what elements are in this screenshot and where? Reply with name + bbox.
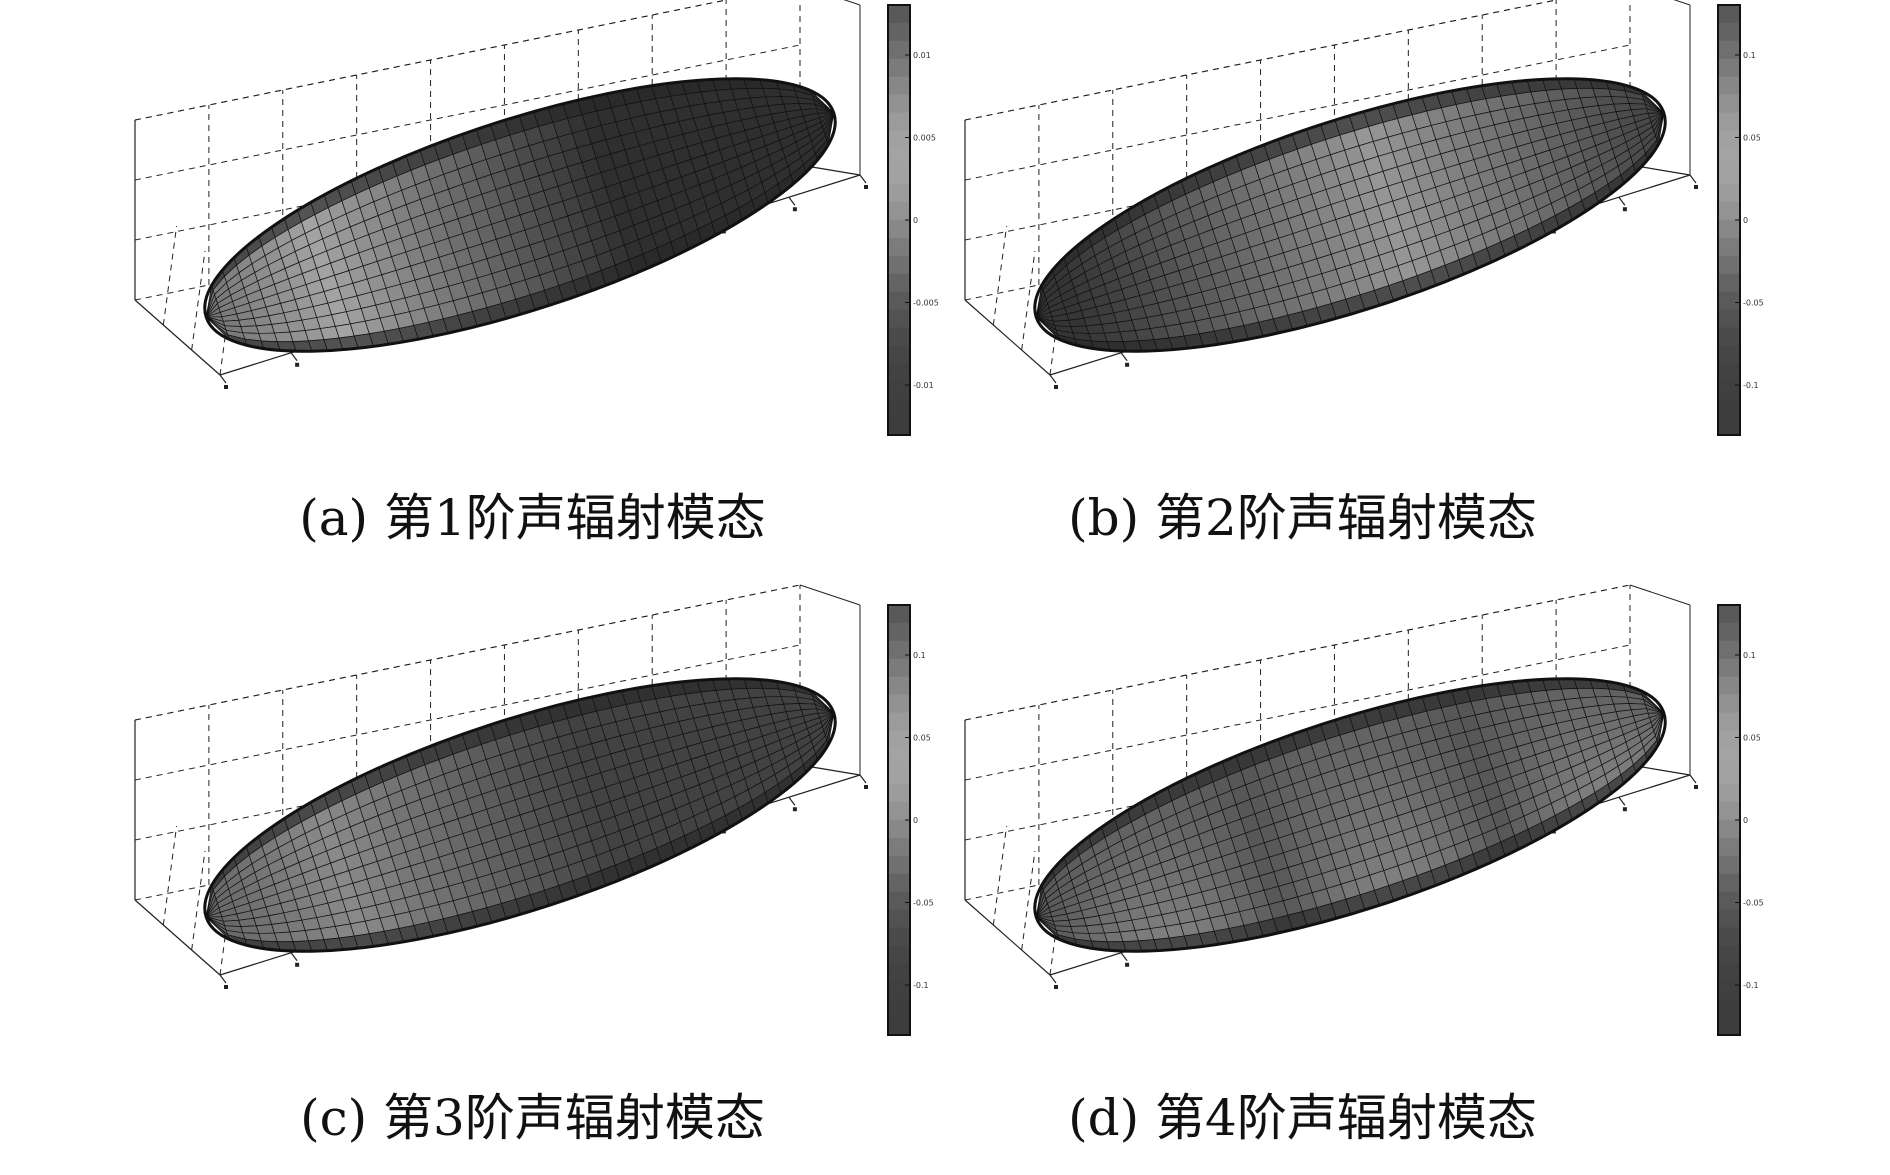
colorbar-tick-label: 0 (1743, 816, 1748, 825)
caption-c: (c) 第3阶声辐射模态 (300, 1089, 765, 1147)
colorbar-tick-label: 0.05 (1743, 134, 1761, 143)
colorbar-tick-label: 0 (913, 816, 918, 825)
colorbar: 0.01 0.005 0 -0.005 -0.01 (887, 4, 939, 436)
colorbar-tick-label: 0.1 (913, 651, 926, 660)
colorbar: 0.1 0.05 0 -0.05 -0.1 (1717, 4, 1764, 436)
colorbar-tick-label: 0 (913, 216, 918, 225)
ellipsoid-surface (1033, 677, 1667, 953)
colorbar-tick-label: -0.05 (913, 899, 934, 908)
colorbar-tick-label: -0.05 (1743, 299, 1764, 308)
ellipsoid-surface (1033, 77, 1667, 353)
colorbar: 0.1 0.05 0 -0.05 -0.1 (1717, 604, 1764, 1036)
caption-d: (d) 第4阶声辐射模态 (1068, 1089, 1537, 1147)
colorbar-tick-label: -0.1 (1743, 981, 1759, 990)
panel-c: 0.1 0.05 0 -0.05 -0.1 (c) 第3阶声辐射模态 (0, 584, 945, 1175)
mode-plot-d: 0.1 0.05 0 -0.05 -0.1 (964, 584, 1764, 1036)
ellipsoid-surface (203, 677, 837, 953)
colorbar-tick-label: 0.005 (913, 134, 936, 143)
colorbar-tick-label: -0.005 (913, 299, 939, 308)
caption-a: (a) 第1阶声辐射模态 (299, 489, 766, 547)
colorbar-tick-label: -0.1 (1743, 381, 1759, 390)
colorbar-tick-label: 0.01 (913, 51, 931, 60)
panel-a: 0.01 0.005 0 -0.005 -0.01 (a) 第1阶声辐射模态 (0, 0, 945, 575)
colorbar-tick-label: -0.01 (913, 381, 934, 390)
colorbar-tick-label: 0 (1743, 216, 1748, 225)
colorbar-tick-label: -0.05 (1743, 899, 1764, 908)
mode-plot-c: 0.1 0.05 0 -0.05 -0.1 (134, 584, 934, 1036)
panel-d: 0.1 0.05 0 -0.05 -0.1 (d) 第4阶声辐射模态 (830, 584, 1775, 1175)
colorbar-tick-label: 0.05 (1743, 734, 1761, 743)
mode-plot-b: 0.1 0.05 0 -0.05 -0.1 (964, 0, 1764, 436)
mode-plot-a: 0.01 0.005 0 -0.005 -0.01 (134, 0, 939, 436)
colorbar-tick-label: 0.1 (1743, 51, 1756, 60)
caption-b: (b) 第2阶声辐射模态 (1068, 489, 1537, 547)
colorbar-tick-label: 0.1 (1743, 651, 1756, 660)
colorbar-tick-label: 0.05 (913, 734, 931, 743)
panel-b: 0.1 0.05 0 -0.05 -0.1 (b) 第2阶声辐射模态 (830, 0, 1775, 575)
ellipsoid-surface (203, 77, 837, 353)
colorbar-tick-label: -0.1 (913, 981, 929, 990)
colorbar: 0.1 0.05 0 -0.05 -0.1 (887, 604, 934, 1036)
